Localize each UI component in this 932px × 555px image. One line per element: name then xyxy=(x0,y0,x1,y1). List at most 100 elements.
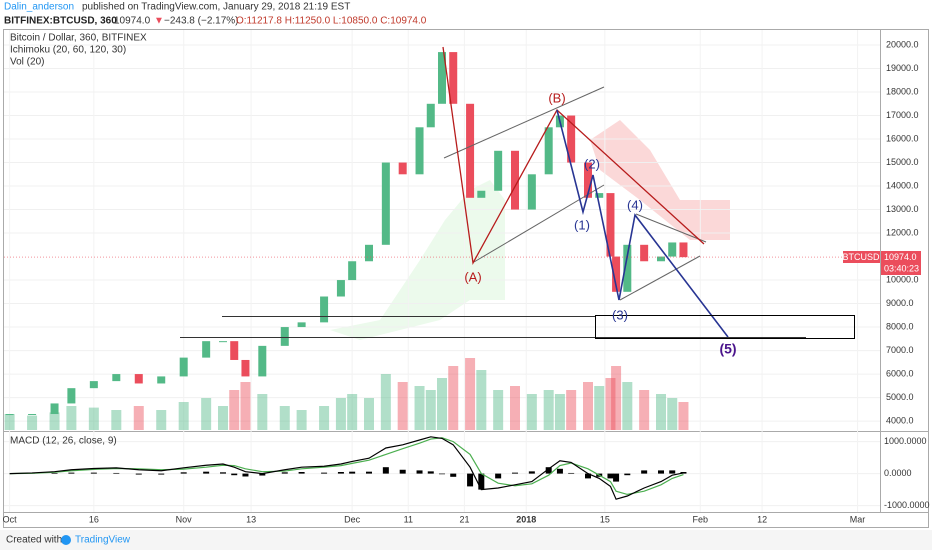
macd-histogram-bar xyxy=(439,474,445,475)
candle xyxy=(28,414,36,415)
macd-tick-label: 0.0000 xyxy=(884,468,912,478)
candle xyxy=(466,104,474,198)
volume-bar xyxy=(111,410,121,430)
y-tick-label: 6000.0 xyxy=(886,368,914,378)
macd-histogram-bar xyxy=(557,469,563,474)
last-price: 10974.0 xyxy=(114,16,151,27)
volume-bar xyxy=(622,382,632,430)
macd-histogram-bar xyxy=(220,472,226,473)
candle xyxy=(477,191,485,198)
candle xyxy=(399,163,407,175)
published: published on TradingView.com, January 29… xyxy=(82,2,350,13)
price-tag-countdown: 03:40:23 xyxy=(884,263,919,273)
y-tick-label: 15000.0 xyxy=(886,157,919,167)
x-tick-label: Mar xyxy=(850,514,866,524)
candle xyxy=(241,360,249,376)
volume-bar xyxy=(667,398,677,430)
volume-bar xyxy=(240,382,250,430)
macd-histogram-bar xyxy=(91,473,97,474)
volume-bar xyxy=(465,358,475,430)
volume-bar xyxy=(678,402,688,430)
price-tag-value: 10974.0 xyxy=(884,252,917,262)
brand-logo xyxy=(61,535,71,545)
candle xyxy=(427,104,435,128)
x-tick-label: Dec xyxy=(344,514,361,524)
macd-histogram-bar xyxy=(338,472,344,474)
candle xyxy=(258,346,266,377)
candle xyxy=(320,297,328,323)
wave-label: (B) xyxy=(548,90,565,105)
macd-histogram-bar xyxy=(607,474,613,479)
volume-bar xyxy=(415,386,425,430)
candle xyxy=(51,403,59,414)
volume-bar xyxy=(297,410,307,430)
x-tick-label: 2018 xyxy=(516,514,536,524)
volume-bar xyxy=(50,412,60,430)
volume-bar xyxy=(611,366,621,430)
macd-histogram-bar xyxy=(68,473,74,474)
macd-histogram-bar xyxy=(113,473,119,474)
author: Dalin_anderson xyxy=(4,2,74,13)
candle xyxy=(545,127,553,174)
volume-bar xyxy=(527,394,537,430)
volume-bar xyxy=(566,390,576,430)
volume-bar xyxy=(510,386,520,430)
volume-bar xyxy=(426,390,436,430)
candle xyxy=(668,242,676,256)
x-tick-label: 11 xyxy=(404,514,413,524)
volume-bar xyxy=(229,390,239,430)
macd-histogram-bar xyxy=(467,474,473,487)
volume-bar xyxy=(555,394,565,430)
candle xyxy=(348,261,356,280)
candle xyxy=(337,280,345,296)
volume-bar xyxy=(156,410,166,430)
volume-bar xyxy=(347,394,357,430)
macd-histogram-bar xyxy=(669,470,675,473)
y-tick-label: 13000.0 xyxy=(886,204,919,214)
volume-bar xyxy=(639,390,649,430)
change-arrow: ▼ xyxy=(154,16,164,27)
volume-bar xyxy=(583,382,593,430)
volume-bar xyxy=(179,402,189,430)
volume-bar xyxy=(398,382,408,430)
macd-histogram-bar xyxy=(613,474,619,482)
footer-brand[interactable]: TradingView xyxy=(75,535,131,546)
macd-histogram-bar xyxy=(136,474,142,475)
volume-bar xyxy=(594,386,604,430)
macd-histogram-bar xyxy=(624,474,630,476)
macd-histogram-bar xyxy=(568,473,574,474)
candle xyxy=(6,414,14,415)
footer-bg xyxy=(0,530,932,550)
macd-histogram-bar xyxy=(641,470,647,473)
volume-bar xyxy=(257,394,267,430)
macd-histogram-bar xyxy=(242,474,248,477)
macd-tick-label: -1000.0000 xyxy=(884,500,930,510)
candle xyxy=(157,376,165,383)
legend-volume: Vol (20) xyxy=(10,57,44,68)
candle xyxy=(494,151,502,191)
y-tick-label: 5000.0 xyxy=(886,392,914,402)
candle xyxy=(90,381,98,388)
y-tick-label: 19000.0 xyxy=(886,63,919,73)
y-tick-label: 10000.0 xyxy=(886,274,919,284)
volume-bar xyxy=(27,416,37,430)
volume-bar xyxy=(280,406,290,430)
macd-histogram-bar xyxy=(400,470,406,474)
y-tick-label: 18000.0 xyxy=(886,86,919,96)
macd-histogram-bar xyxy=(299,472,305,474)
x-tick-label: Feb xyxy=(693,514,709,524)
candle xyxy=(135,374,143,383)
macd-histogram-bar xyxy=(321,473,327,474)
y-tick-label: 8000.0 xyxy=(886,321,914,331)
wave-label: (5) xyxy=(719,341,736,357)
volume-bar xyxy=(364,398,374,430)
candle xyxy=(180,358,188,377)
y-tick-label: 4000.0 xyxy=(886,415,914,425)
macd-histogram-bar xyxy=(529,471,535,473)
macd-histogram-bar xyxy=(282,472,288,473)
ohlc: O:11217.8 H:11250.0 L:10850.0 C:10974.0 xyxy=(236,16,427,27)
candle xyxy=(679,242,687,257)
wave-label: (4) xyxy=(627,197,643,212)
candle xyxy=(528,174,536,209)
